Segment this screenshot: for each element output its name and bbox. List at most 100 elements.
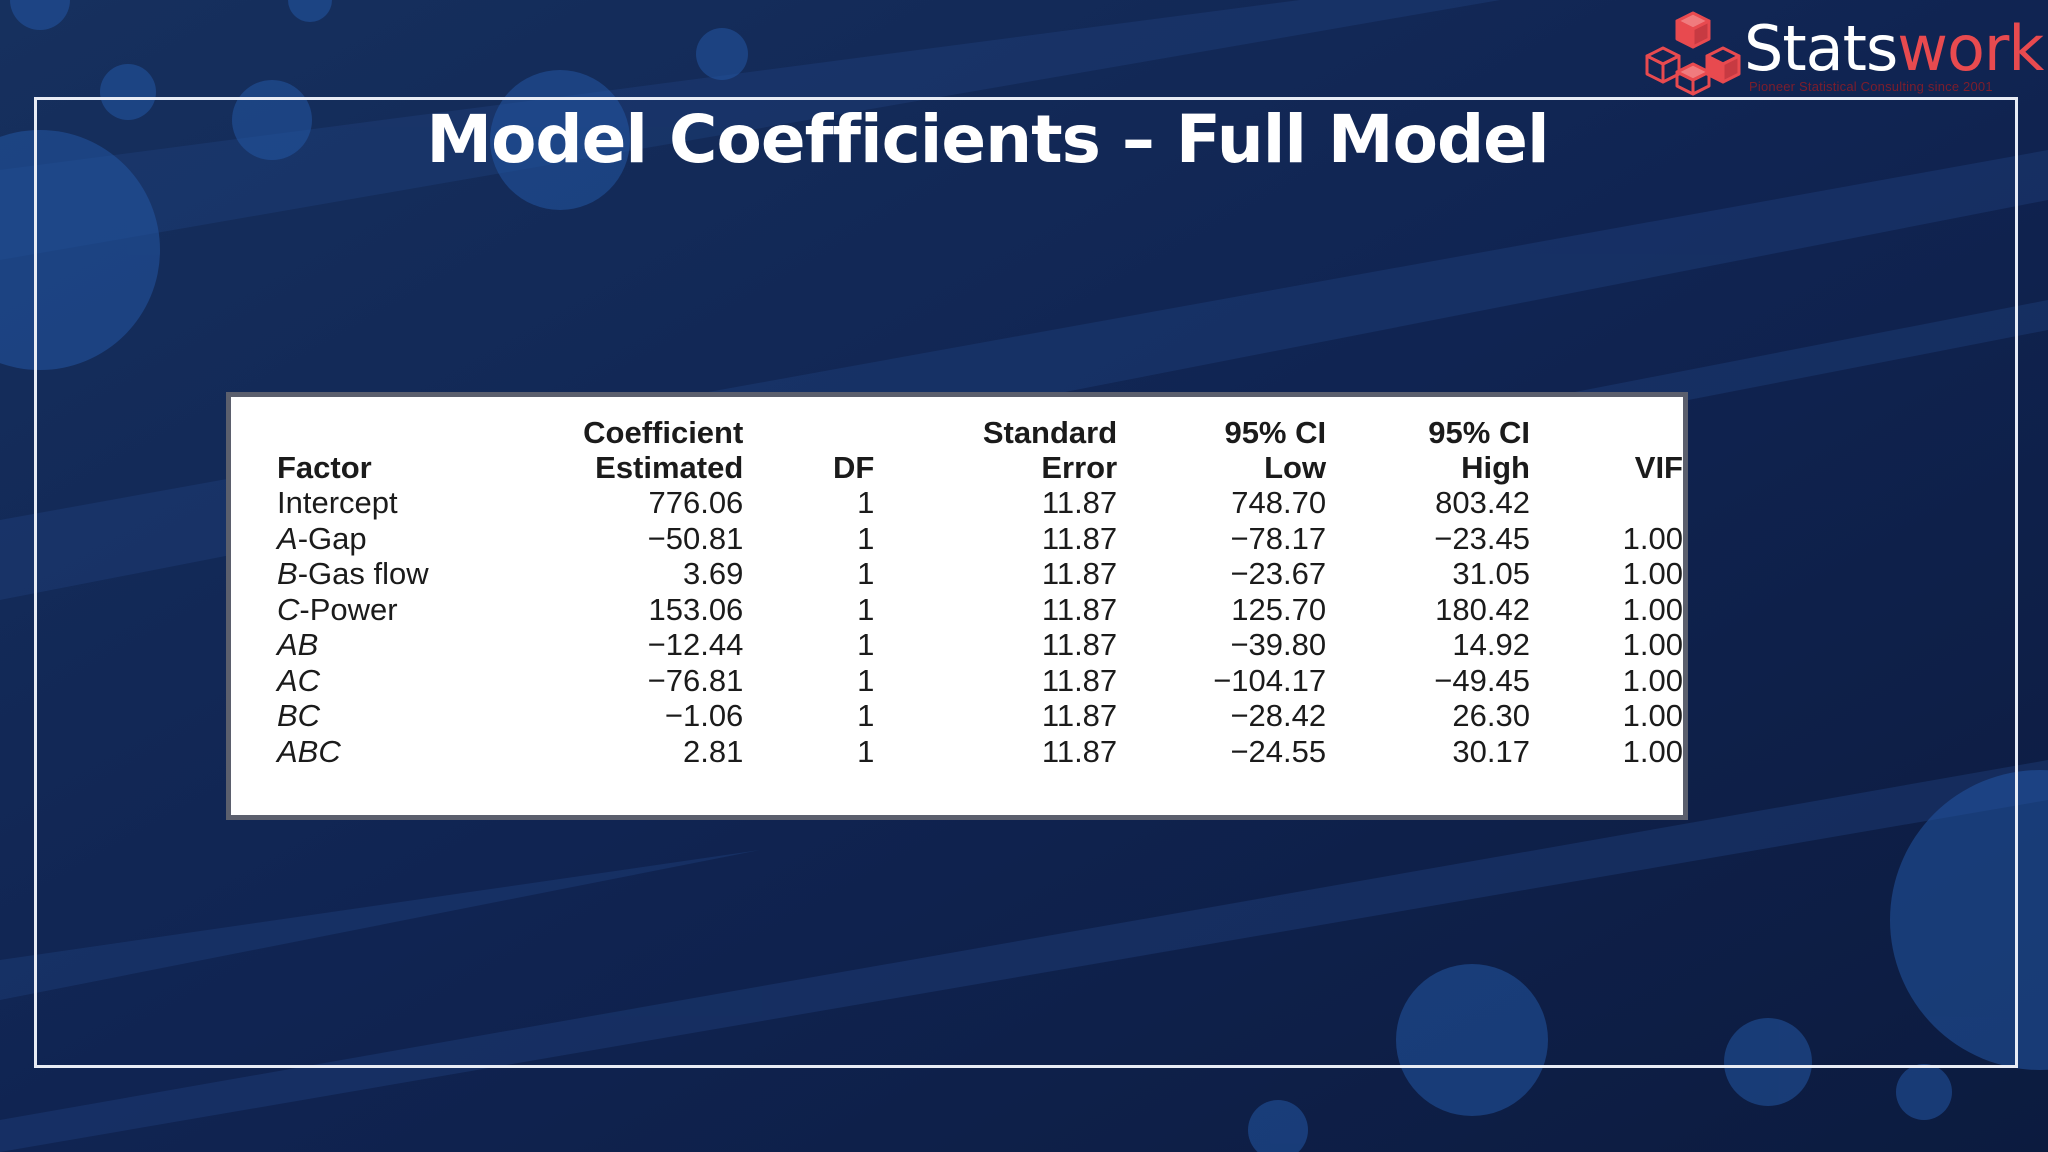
cell-vif: 1.00 bbox=[1622, 627, 1683, 662]
cell-factor: BC bbox=[277, 698, 476, 734]
col-header-ci-low: 95% CI Low bbox=[1117, 415, 1326, 485]
cell-vif: 1.00 bbox=[1622, 520, 1683, 556]
cell-standard-error: 11.87 bbox=[1041, 556, 1118, 591]
cell-factor: Intercept bbox=[277, 485, 476, 521]
header-line2: Estimated bbox=[595, 450, 744, 485]
cell-ci-low: −104.17 bbox=[1213, 662, 1327, 698]
cell-coefficient: −50.81 bbox=[647, 520, 744, 556]
col-header-df: DF bbox=[743, 415, 874, 485]
logo-word-stats: Stats bbox=[1744, 12, 1898, 85]
logo-wordmark: Statswork bbox=[1744, 18, 2044, 80]
cell-standard-error: 11.87 bbox=[1041, 591, 1118, 627]
cell-ci-high: 31.05 bbox=[1452, 556, 1530, 591]
cell-standard-error: 11.87 bbox=[1041, 733, 1118, 769]
cell-vif: 1.00 bbox=[1622, 733, 1683, 769]
cell-ci-high: −23.45 bbox=[1434, 520, 1530, 556]
cell-df: 1 bbox=[857, 591, 875, 627]
cell-coefficient: 3.69 bbox=[682, 556, 744, 591]
cell-standard-error: 11.87 bbox=[1041, 520, 1118, 556]
factor-letter: C bbox=[277, 591, 300, 627]
table-row: ABC 2.81 1 11.87 −24.55 30.17 1.00 bbox=[277, 734, 1683, 770]
cell-coefficient: 776.06 bbox=[648, 485, 744, 520]
cell-ci-high: 14.92 bbox=[1452, 627, 1530, 662]
col-header-ci-high: 95% CI High bbox=[1326, 415, 1530, 485]
coefficients-table-panel: Factor Coefficient Estimated DF Standard E… bbox=[226, 392, 1688, 820]
table-header-row: Factor Coefficient Estimated DF Standard E… bbox=[277, 415, 1683, 485]
factor-name: -Gap bbox=[297, 520, 367, 556]
cell-ci-high: 180.42 bbox=[1435, 591, 1530, 627]
cell-factor: C-Power bbox=[277, 592, 476, 628]
cell-coefficient: 2.81 bbox=[682, 733, 744, 769]
header-line1: 95% CI bbox=[1224, 415, 1327, 450]
header-line2: Error bbox=[1041, 450, 1118, 485]
cell-factor: B-Gas flow bbox=[277, 556, 476, 592]
cell-df: 1 bbox=[857, 520, 875, 556]
cell-vif: 1.00 bbox=[1622, 662, 1683, 698]
slide-frame bbox=[34, 97, 2018, 1068]
statswork-logo: Statswork Pioneer Statistical Consulting… bbox=[1645, 10, 2044, 100]
cell-ci-low: 748.70 bbox=[1231, 485, 1327, 520]
table-row: Intercept 776.06 1 11.87 748.70 803.42 bbox=[277, 485, 1683, 521]
cell-factor: AB bbox=[277, 627, 476, 663]
coefficients-table: Factor Coefficient Estimated DF Standard E… bbox=[277, 415, 1683, 769]
cell-factor: AC bbox=[277, 663, 476, 699]
factor-name: -Gas flow bbox=[297, 556, 429, 591]
cell-standard-error: 11.87 bbox=[1041, 485, 1118, 520]
cell-df: 1 bbox=[857, 662, 875, 698]
col-header-factor: Factor bbox=[277, 415, 476, 485]
col-header-coefficient: Coefficient Estimated bbox=[476, 415, 743, 485]
cell-factor: A-Gap bbox=[277, 521, 476, 557]
header-line2: Low bbox=[1264, 450, 1327, 485]
header-line2: VIF bbox=[1634, 450, 1683, 485]
header-line1: 95% CI bbox=[1428, 415, 1530, 450]
cell-df: 1 bbox=[857, 485, 875, 520]
table-row: B-Gas flow 3.69 1 11.87 −23.67 31.05 1.0… bbox=[277, 556, 1683, 592]
factor-name: Intercept bbox=[277, 485, 398, 520]
table-row: AC −76.81 1 11.87 −104.17 −49.45 1.00 bbox=[277, 663, 1683, 699]
cell-df: 1 bbox=[857, 698, 875, 733]
factor-letter: AC bbox=[277, 662, 321, 698]
factor-letter: A bbox=[277, 520, 298, 556]
factor-letter: B bbox=[277, 556, 298, 591]
cell-ci-high: 30.17 bbox=[1452, 733, 1530, 769]
table-row: A-Gap −50.81 1 11.87 −78.17 −23.45 1.00 bbox=[277, 521, 1683, 557]
cell-ci-low: −24.55 bbox=[1230, 733, 1327, 769]
cell-coefficient: −12.44 bbox=[647, 627, 744, 662]
cell-standard-error: 11.87 bbox=[1041, 662, 1118, 698]
cell-ci-low: −28.42 bbox=[1230, 698, 1327, 733]
cell-ci-high: 803.42 bbox=[1435, 485, 1530, 520]
cell-standard-error: 11.87 bbox=[1041, 627, 1118, 662]
table-row: AB −12.44 1 11.87 −39.80 14.92 1.00 bbox=[277, 627, 1683, 663]
cell-ci-low: 125.70 bbox=[1231, 591, 1327, 627]
cell-coefficient: −1.06 bbox=[664, 698, 744, 733]
table-row: C-Power 153.06 1 11.87 125.70 180.42 1.0… bbox=[277, 592, 1683, 628]
factor-letter: AB bbox=[277, 627, 319, 662]
cell-factor: ABC bbox=[277, 734, 476, 770]
table-row: BC −1.06 1 11.87 −28.42 26.30 1.00 bbox=[277, 698, 1683, 734]
factor-letter: BC bbox=[277, 698, 321, 733]
cell-ci-low: −39.80 bbox=[1230, 627, 1327, 662]
cell-vif bbox=[1530, 485, 1683, 521]
header-line1: Standard bbox=[982, 415, 1118, 450]
cell-vif: 1.00 bbox=[1622, 591, 1683, 627]
cell-ci-high: −49.45 bbox=[1434, 662, 1530, 698]
cell-vif: 1.00 bbox=[1622, 698, 1683, 733]
factor-name: -Power bbox=[299, 591, 398, 627]
header-line2: High bbox=[1461, 450, 1530, 485]
cell-coefficient: −76.81 bbox=[647, 662, 744, 698]
cell-ci-high: 26.30 bbox=[1452, 698, 1530, 733]
stacked-cubes-icon bbox=[1645, 11, 1741, 96]
factor-letter: ABC bbox=[277, 733, 341, 769]
cell-coefficient: 153.06 bbox=[648, 591, 744, 627]
header-line2: DF bbox=[833, 450, 875, 485]
logo-tagline: Pioneer Statistical Consulting since 200… bbox=[1749, 79, 1993, 94]
cell-df: 1 bbox=[857, 556, 875, 591]
header-line1: Coefficient bbox=[583, 415, 744, 450]
cell-df: 1 bbox=[857, 733, 875, 769]
cell-df: 1 bbox=[857, 627, 875, 662]
col-header-vif: VIF bbox=[1530, 415, 1683, 485]
logo-word-work: work bbox=[1897, 12, 2044, 85]
slide-title: Model Coefficients – Full Model bbox=[426, 101, 1549, 178]
cell-ci-low: −23.67 bbox=[1230, 556, 1327, 591]
cell-vif: 1.00 bbox=[1622, 556, 1683, 591]
